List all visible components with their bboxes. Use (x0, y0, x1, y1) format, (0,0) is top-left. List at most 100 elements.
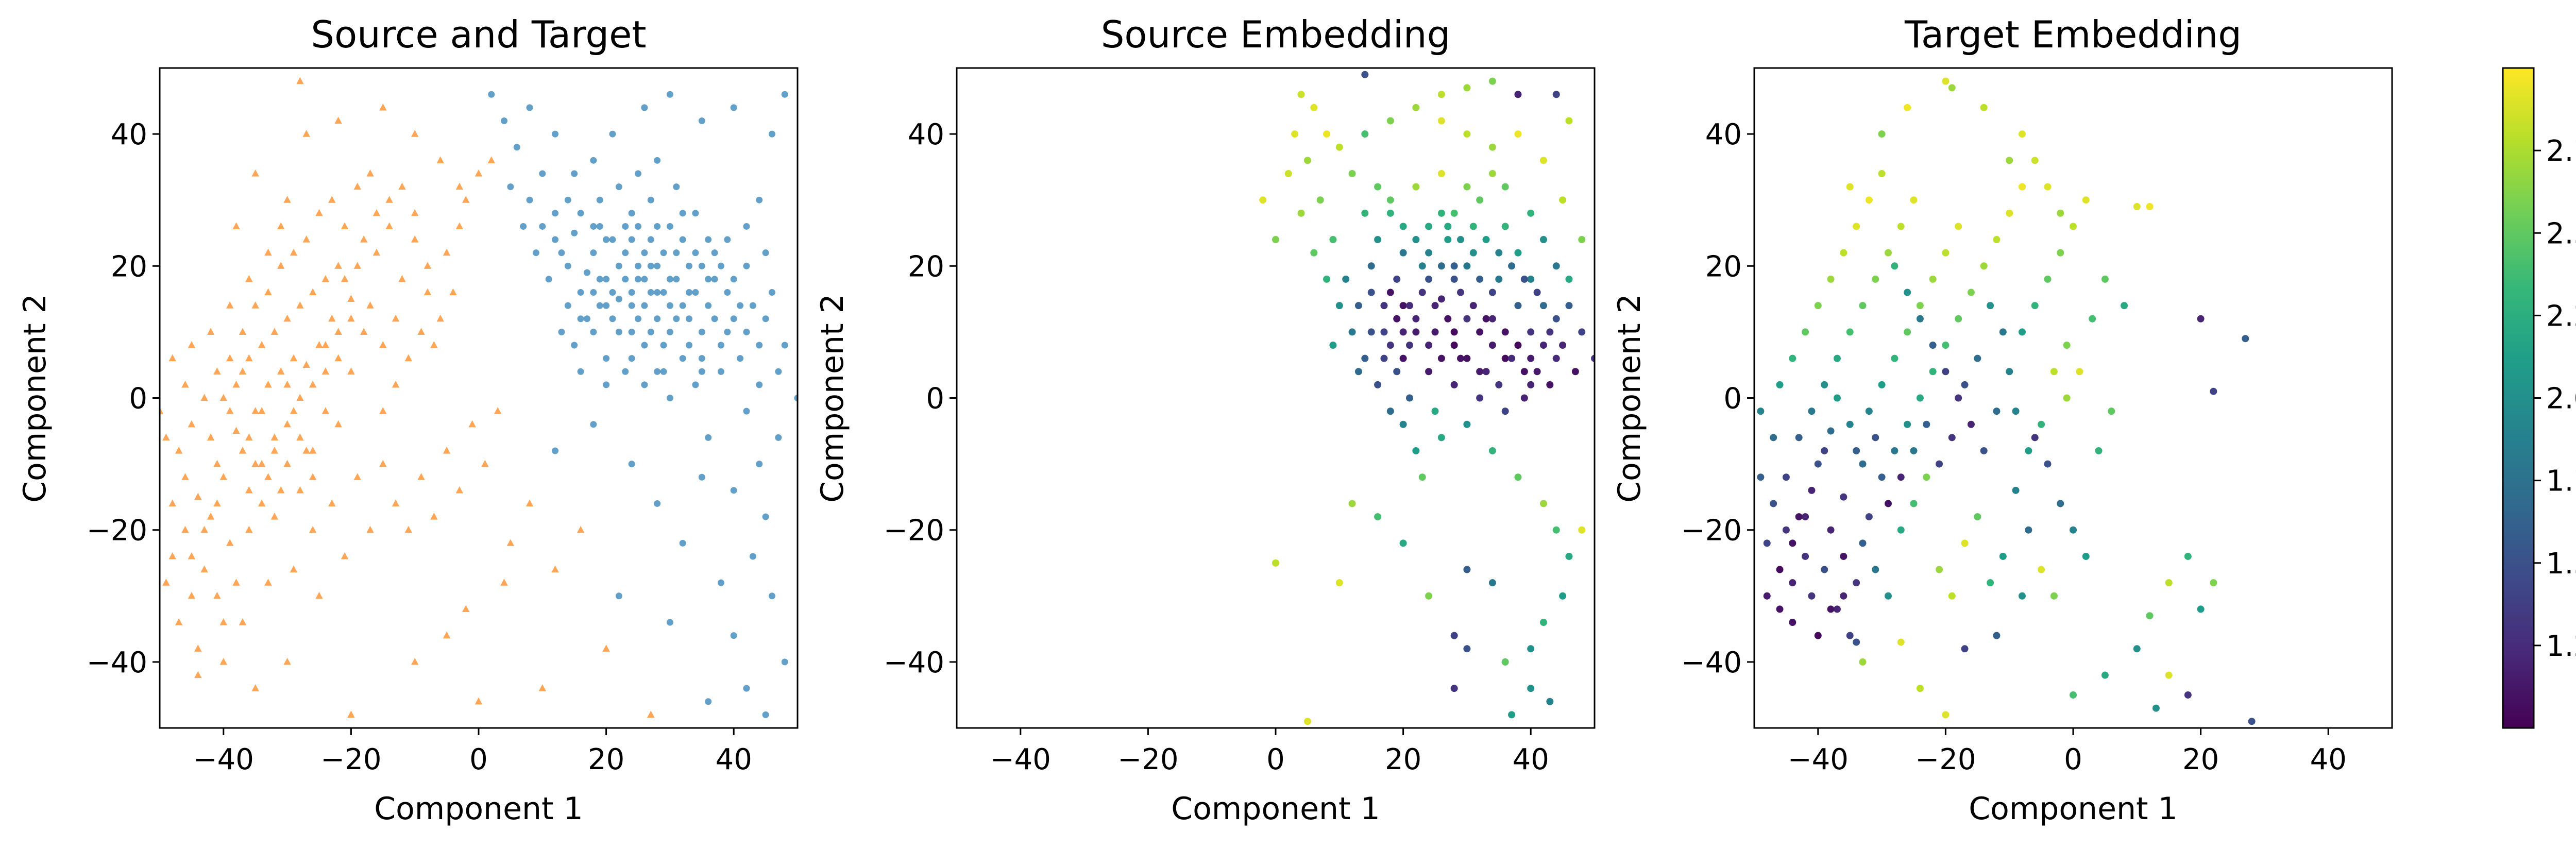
data-point-triangle (270, 513, 279, 520)
data-point (2038, 420, 2045, 428)
data-point (1872, 275, 1879, 283)
data-point-triangle (443, 631, 451, 639)
data-point-triangle (175, 618, 183, 625)
data-point-circle (756, 381, 763, 388)
data-point-triangle (290, 565, 298, 573)
data-point (1559, 342, 1567, 349)
data-point (1546, 381, 1554, 388)
data-point (1840, 249, 1848, 257)
data-point (1814, 302, 1822, 310)
data-point-circle (552, 236, 559, 243)
data-point-triangle (296, 486, 304, 494)
data-point (1412, 183, 1420, 191)
data-point (1814, 460, 1822, 468)
data-point-circle (666, 91, 673, 98)
data-point-triangle (462, 605, 470, 613)
data-point-circle (622, 276, 629, 283)
y-tick-label: 40 (908, 118, 944, 151)
data-point-circle (654, 289, 661, 296)
data-point-triangle (290, 248, 298, 256)
data-point (1910, 196, 1918, 204)
data-point (1399, 302, 1407, 310)
data-point (1450, 685, 1458, 692)
data-point (1533, 289, 1541, 296)
data-point-circle (775, 368, 782, 375)
data-point (1539, 342, 1547, 349)
data-point (1335, 302, 1343, 310)
data-point-triangle (162, 579, 170, 586)
data-point (1891, 354, 1899, 362)
data-point (1916, 685, 1924, 692)
data-point-triangle (392, 380, 400, 388)
data-point (1878, 381, 1886, 388)
data-point (1457, 289, 1465, 296)
data-point-circle (596, 276, 603, 283)
data-point-circle (654, 315, 661, 323)
data-point (1514, 249, 1522, 257)
data-point (1853, 638, 1860, 646)
data-point (1450, 632, 1458, 639)
data-point-triangle (277, 262, 285, 269)
data-point-circle (654, 157, 661, 164)
data-point (1865, 196, 1873, 204)
data-point-circle (647, 196, 654, 203)
y-tick-label: 20 (111, 250, 147, 283)
y-tick-label: 40 (1705, 118, 1742, 151)
data-point (1853, 447, 1860, 454)
data-point-triangle (423, 288, 432, 296)
data-point (1814, 632, 1822, 639)
data-point-triangle (430, 341, 438, 348)
data-point (1942, 368, 1950, 376)
data-point (1437, 169, 1445, 177)
data-point-circle (622, 368, 629, 375)
data-point-circle (596, 196, 603, 203)
data-point (1386, 117, 1394, 125)
data-point (1431, 302, 1439, 310)
data-point (2006, 368, 2013, 376)
data-point (2006, 209, 2013, 217)
data-point (1425, 592, 1433, 600)
data-point-circle (717, 342, 724, 349)
data-point (1374, 236, 1382, 244)
data-point-triangle (417, 328, 425, 335)
data-point-circle (615, 262, 622, 269)
data-point-triangle (551, 565, 559, 573)
data-point (1789, 619, 1797, 626)
data-point-circle (603, 276, 610, 283)
data-point-triangle (245, 275, 253, 282)
data-point (1955, 223, 1962, 230)
data-point-circle (717, 579, 724, 586)
data-point (2038, 566, 2045, 573)
data-point-circle (641, 381, 648, 388)
data-point (2082, 196, 2090, 204)
data-point (1904, 328, 1911, 336)
data-point-circle (558, 328, 565, 335)
panel-target-embedding: Target Embedding Component 1 Component 2… (1612, 13, 2393, 827)
data-point-triangle (258, 407, 266, 414)
data-point (1827, 605, 1835, 613)
data-point (2184, 691, 2192, 699)
data-point-circle (628, 210, 635, 217)
data-point-triangle (283, 460, 291, 467)
x-axis-label: Component 1 (1171, 791, 1380, 827)
data-point (1974, 513, 1981, 521)
data-point (1476, 196, 1484, 204)
data-point-circle (628, 302, 635, 309)
data-point-triangle (366, 169, 374, 177)
data-point (2076, 368, 2083, 376)
data-point-triangle (213, 367, 221, 375)
data-point (1412, 447, 1420, 454)
data-point (1463, 645, 1471, 653)
data-point (1437, 209, 1445, 217)
data-point-triangle (251, 460, 259, 467)
data-point-circle (539, 170, 546, 177)
data-point (1776, 566, 1784, 573)
data-point-triangle (194, 645, 202, 652)
data-point (1961, 539, 1969, 547)
data-point-triangle (194, 493, 202, 500)
data-point (1936, 460, 1943, 468)
data-point-circle (666, 328, 673, 335)
data-point-triangle (264, 248, 272, 256)
data-point (2101, 275, 2109, 283)
data-point-triangle (258, 341, 266, 348)
